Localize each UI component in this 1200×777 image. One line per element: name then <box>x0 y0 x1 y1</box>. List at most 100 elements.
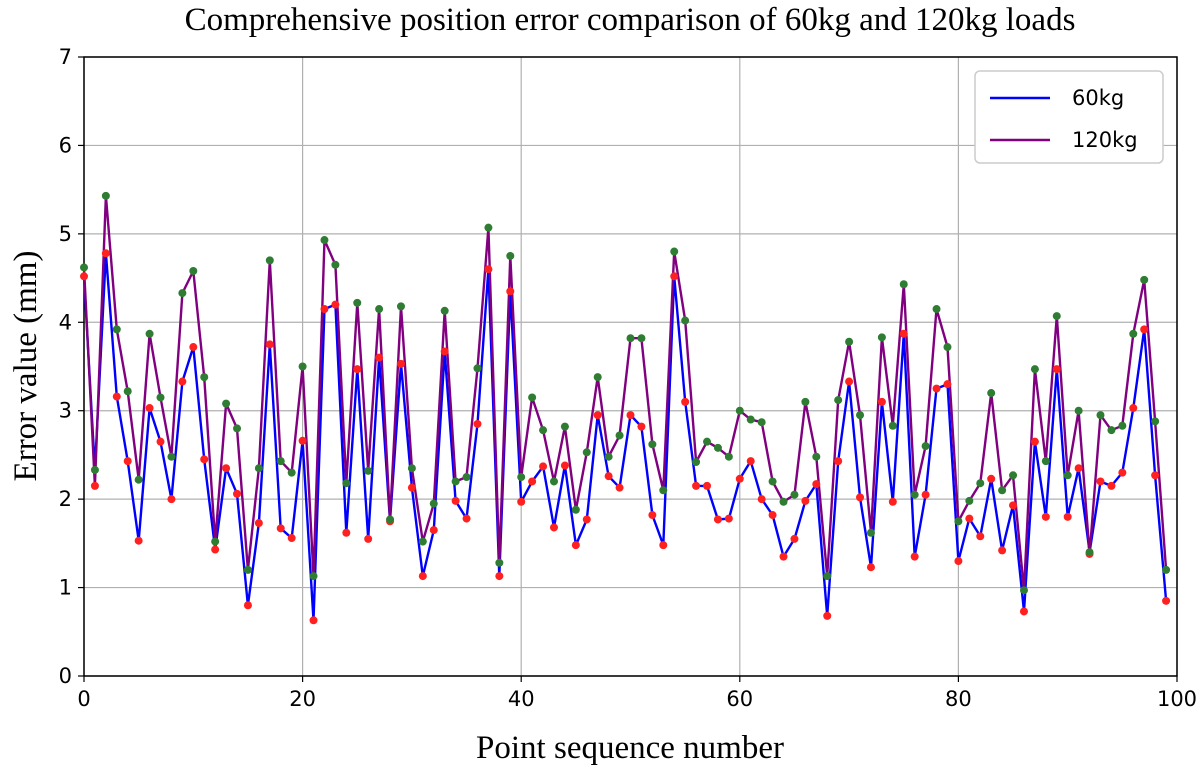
data-point-low <box>353 365 362 374</box>
data-point-low <box>593 411 602 420</box>
data-point-low <box>845 377 854 386</box>
data-point-high <box>178 289 187 298</box>
data-point-high <box>604 452 613 461</box>
y-tick-label: 3 <box>59 399 72 423</box>
data-point-high <box>506 251 515 260</box>
data-point-high <box>429 499 438 508</box>
data-point-low <box>713 515 722 524</box>
data-point-high <box>615 431 624 440</box>
data-point-low <box>1140 325 1149 334</box>
data-point-high <box>571 505 580 514</box>
data-point-high <box>888 421 897 430</box>
data-point-high <box>856 411 865 420</box>
data-point-high <box>757 418 766 427</box>
data-point-high <box>1074 406 1083 415</box>
data-point-low <box>145 404 154 413</box>
data-point-high <box>582 448 591 457</box>
data-point-low <box>451 496 460 505</box>
data-point-high <box>768 477 777 486</box>
data-point-low <box>834 457 843 466</box>
data-point-high <box>1162 565 1171 574</box>
data-point-high <box>189 266 198 275</box>
data-point-low <box>90 481 99 490</box>
data-point-high <box>692 458 701 467</box>
data-point-low <box>746 457 755 466</box>
data-point-high <box>823 572 832 581</box>
data-point-high <box>626 334 635 343</box>
data-point-high <box>298 362 307 371</box>
data-point-high <box>276 457 285 466</box>
y-axis: 0 1 2 3 4 5 6 7 <box>59 45 84 688</box>
data-point-low <box>888 497 897 506</box>
data-point-low <box>779 552 788 561</box>
data-point-low <box>571 541 580 550</box>
data-point-low <box>156 437 165 446</box>
data-point-high <box>1129 329 1138 338</box>
data-point-low <box>954 557 963 566</box>
data-point-low <box>670 272 679 281</box>
data-point-high <box>703 437 712 446</box>
data-point-high <box>375 305 384 314</box>
data-point-low <box>724 514 733 523</box>
y-tick-label: 6 <box>59 133 72 157</box>
data-point-low <box>866 563 875 572</box>
data-point-high <box>353 298 362 307</box>
data-point-high <box>462 473 471 482</box>
data-point-low <box>298 436 307 445</box>
data-point-high <box>1140 275 1149 284</box>
data-point-high <box>222 399 231 408</box>
data-point-low <box>856 493 865 502</box>
data-point-low <box>899 329 908 338</box>
data-point-low <box>222 464 231 473</box>
data-point-high <box>123 387 132 396</box>
data-point-low <box>320 305 329 314</box>
data-point-low <box>167 495 176 504</box>
data-point-low <box>801 496 810 505</box>
data-point-high <box>418 537 427 546</box>
data-point-high <box>112 325 121 334</box>
data-point-high <box>724 452 733 461</box>
data-point-high <box>1107 426 1116 435</box>
data-point-low <box>1041 512 1050 521</box>
data-point-high <box>484 223 493 232</box>
data-point-high <box>1052 312 1061 321</box>
data-point-high <box>779 497 788 506</box>
data-point-low <box>1096 477 1105 486</box>
data-point-high <box>637 334 646 343</box>
data-point-low <box>1030 437 1039 446</box>
data-point-high <box>517 473 526 482</box>
x-tick-label: 100 <box>1157 687 1197 711</box>
data-point-low <box>877 397 886 406</box>
data-point-low <box>528 477 537 486</box>
data-point-low <box>473 419 482 428</box>
data-point-high <box>670 247 679 256</box>
data-point-low <box>254 519 263 528</box>
series-line-60kg <box>82 252 1168 622</box>
data-point-high <box>1118 421 1127 430</box>
x-axis-label: Point sequence number <box>476 730 784 766</box>
data-point-high <box>200 373 209 382</box>
data-point-low <box>965 514 974 523</box>
data-point-low <box>648 511 657 520</box>
data-point-low <box>1009 501 1018 510</box>
data-point-high <box>342 479 351 488</box>
data-point-high <box>1151 417 1160 426</box>
data-point-high <box>331 260 340 269</box>
data-point-low <box>987 474 996 483</box>
data-point-low <box>233 489 242 498</box>
data-point-low <box>998 546 1007 555</box>
data-point-low <box>1162 596 1171 605</box>
data-point-low <box>943 380 952 389</box>
data-point-low <box>1063 512 1072 521</box>
data-point-high <box>243 565 252 574</box>
series-lines <box>82 194 1168 622</box>
data-point-low <box>703 481 712 490</box>
data-point-high <box>932 305 941 314</box>
data-point-high <box>495 558 504 567</box>
data-point-high <box>877 333 886 342</box>
data-point-low <box>932 384 941 393</box>
data-point-high <box>812 452 821 461</box>
data-point-high <box>440 306 449 315</box>
x-tick-label: 0 <box>77 687 90 711</box>
data-point-low <box>812 480 821 489</box>
